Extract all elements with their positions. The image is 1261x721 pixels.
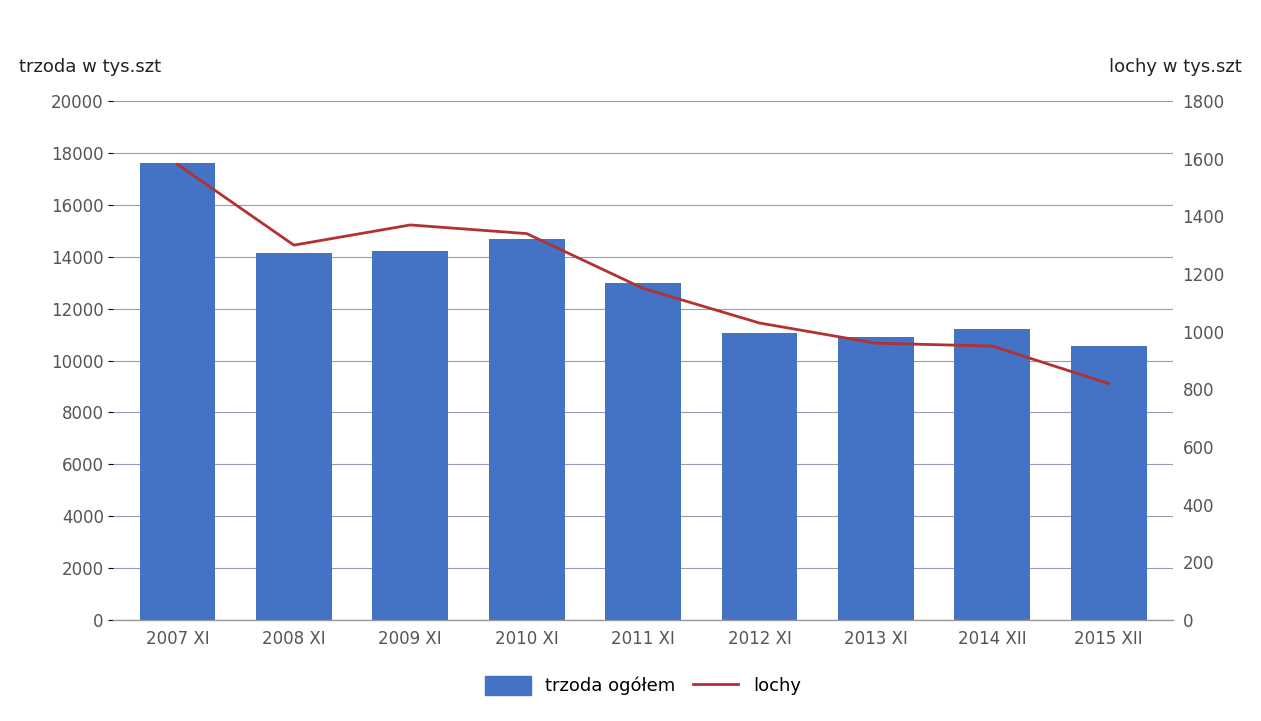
Legend: trzoda ogółem, lochy: trzoda ogółem, lochy <box>477 667 810 704</box>
Text: trzoda w tys.szt: trzoda w tys.szt <box>19 58 161 76</box>
Bar <box>1071 346 1146 620</box>
Bar <box>256 253 332 620</box>
Bar <box>955 329 1030 620</box>
Bar <box>839 337 914 620</box>
Text: lochy w tys.szt: lochy w tys.szt <box>1110 58 1242 76</box>
Bar <box>489 239 565 620</box>
Bar <box>605 283 681 620</box>
Bar <box>721 333 797 620</box>
Bar <box>140 163 216 620</box>
Bar <box>372 252 448 620</box>
